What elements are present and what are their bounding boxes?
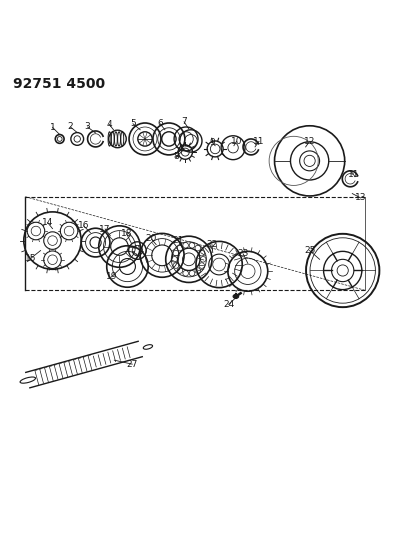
Text: 13: 13 bbox=[355, 193, 366, 203]
Text: 5: 5 bbox=[130, 119, 136, 128]
Text: 20: 20 bbox=[146, 235, 157, 244]
Text: 18: 18 bbox=[121, 229, 132, 238]
Text: 9: 9 bbox=[209, 138, 215, 147]
Text: 4: 4 bbox=[106, 120, 112, 128]
Text: 25: 25 bbox=[304, 246, 315, 255]
Text: 19: 19 bbox=[106, 272, 117, 281]
Ellipse shape bbox=[233, 294, 239, 298]
Text: 12: 12 bbox=[304, 137, 315, 146]
Text: 16: 16 bbox=[78, 221, 89, 230]
Text: 24: 24 bbox=[223, 300, 234, 309]
Text: 2: 2 bbox=[68, 123, 73, 132]
Text: 23: 23 bbox=[237, 249, 249, 259]
Text: 92751 4500: 92751 4500 bbox=[13, 77, 105, 91]
Text: 8: 8 bbox=[173, 152, 179, 161]
Text: 21: 21 bbox=[172, 236, 184, 245]
Text: 11: 11 bbox=[348, 169, 359, 179]
Text: 7: 7 bbox=[181, 117, 187, 126]
Text: 6: 6 bbox=[157, 119, 163, 128]
Text: 11: 11 bbox=[253, 137, 265, 146]
Text: 15: 15 bbox=[25, 254, 36, 263]
Text: 17: 17 bbox=[99, 224, 111, 233]
Text: 1: 1 bbox=[50, 123, 55, 132]
Text: 27: 27 bbox=[126, 360, 138, 369]
Text: 10: 10 bbox=[231, 137, 242, 146]
Text: 22: 22 bbox=[206, 240, 218, 249]
Text: 3: 3 bbox=[85, 123, 90, 132]
Text: 14: 14 bbox=[42, 218, 54, 227]
